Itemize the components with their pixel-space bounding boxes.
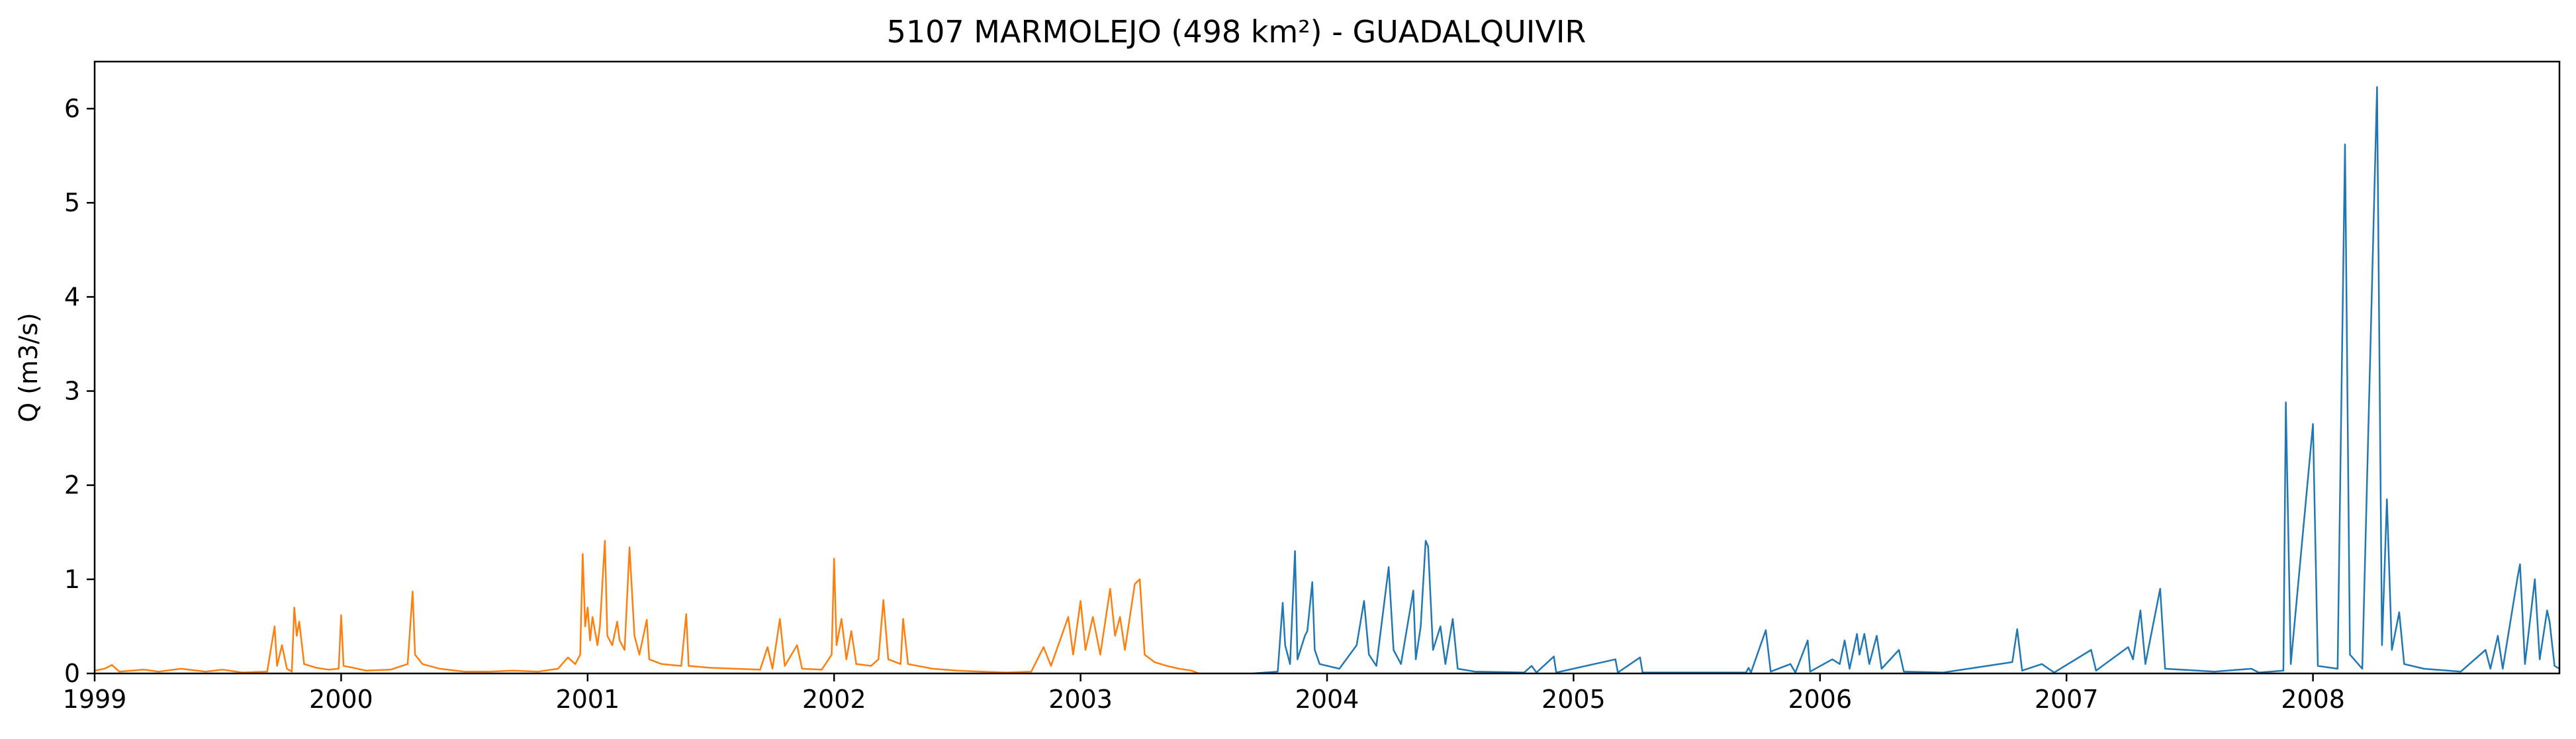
y-tick-label: 1 — [64, 565, 80, 594]
plot-lines — [94, 86, 2560, 675]
x-tick-label: 2003 — [1048, 685, 1113, 714]
x-tick-label: 2008 — [2281, 685, 2345, 714]
y-tick-label: 0 — [64, 659, 80, 688]
y-tick-label: 6 — [64, 94, 80, 123]
y-tick-label: 5 — [64, 188, 80, 217]
series-line-1 — [1253, 86, 2560, 675]
plot-frame — [93, 60, 2561, 675]
y-tick-label: 3 — [64, 377, 80, 406]
x-tick-label: 1999 — [63, 685, 127, 714]
x-tick-label: 2002 — [802, 685, 866, 714]
chart-title: 5107 MARMOLEJO (498 km²) - GUADALQUIVIR — [887, 14, 1587, 50]
x-tick-label: 2005 — [1541, 685, 1606, 714]
axis-ticks: 1999 2000 2001 2002 2003 2004 2005 2006 2007 2008… — [63, 94, 2345, 714]
y-tick-label: 4 — [64, 282, 80, 311]
series-line-0 — [94, 540, 1199, 675]
y-axis-label: Q (m3/s) — [14, 313, 43, 422]
x-tick-label: 2007 — [2035, 685, 2099, 714]
x-tick-label: 2006 — [1788, 685, 1852, 714]
y-tick-label: 2 — [64, 471, 80, 500]
x-tick-label: 2004 — [1295, 685, 1359, 714]
x-tick-label: 2000 — [309, 685, 373, 714]
x-tick-label: 2001 — [555, 685, 620, 714]
